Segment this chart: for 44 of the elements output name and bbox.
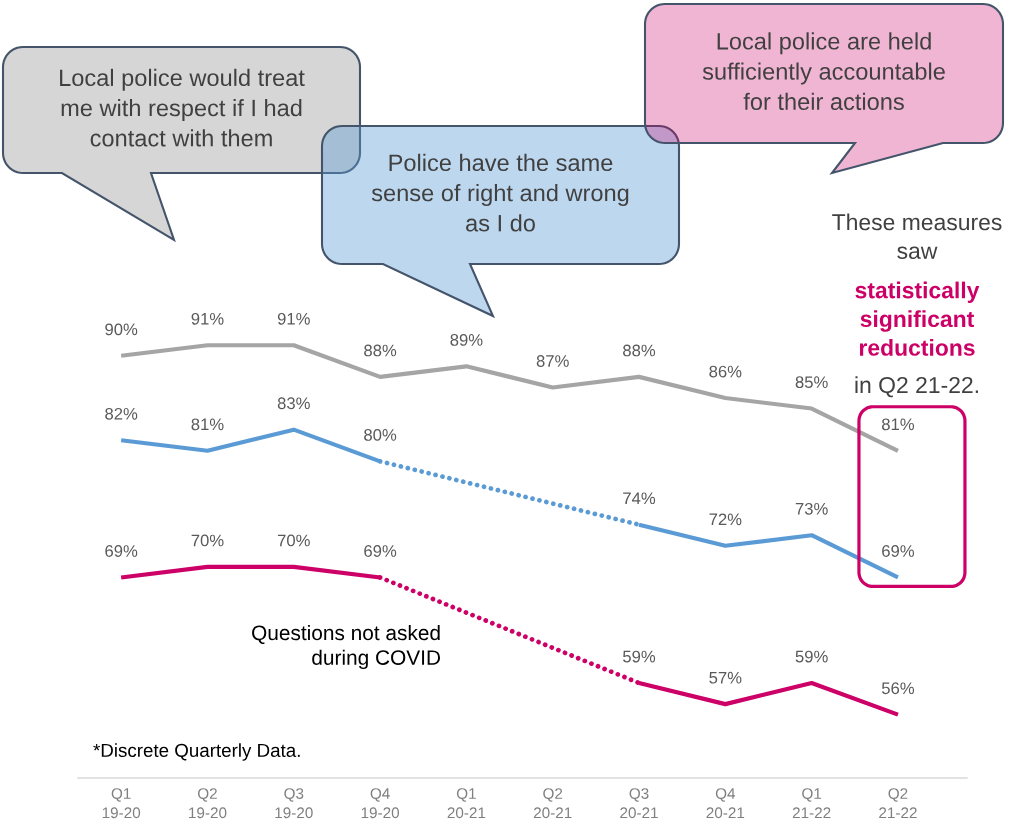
annotation: Questions not asked during COVID [252,624,441,670]
x-tick-label: Q3 19-20 [275,788,313,819]
x-tick-label: Q2 20-21 [533,788,572,819]
data-label: 59% [795,650,828,663]
x-tick-label: Q3 20-21 [620,788,658,819]
annotation: statistically significant reductions [855,281,980,356]
data-label: 85% [795,376,828,389]
data-label: 83% [277,397,310,410]
data-label: 80% [364,429,397,441]
data-label: 91% [191,312,224,325]
text: Police have the same sense of right and wrong as I do [371,153,629,232]
data-label: 87% [536,355,569,367]
x-tick-label: Q4 19-20 [361,788,400,819]
text: These measures saw [832,213,1002,259]
x-tick-label: Q1 19-20 [102,788,141,819]
x-tick-label: Q2 19-20 [189,788,227,819]
data-label: 56% [881,682,915,695]
data-label: 57% [709,671,742,684]
text: Local police would treat me with respect if I had contact with them [60,68,305,147]
data-label: 81% [882,418,915,431]
data-label: 59% [623,650,656,663]
x-tick-label: Q1 20-21 [447,788,486,819]
data-label: 69% [882,545,915,557]
data-label: 88% [364,344,397,357]
data-label: 86% [709,365,742,378]
data-label: 70% [191,534,224,547]
data-label: 72% [709,513,742,526]
text: *Discrete Quarterly Data. [93,743,300,761]
data-label: 74% [623,492,656,505]
text: Local police are held sufficiently accountable for their actions [702,32,945,111]
x-tick-label: Q2 21-22 [879,788,917,819]
data-label: 81% [191,418,224,431]
x-tick-label: Q1 21-22 [792,788,831,819]
data-label: 88% [623,344,656,357]
data-label: 91% [277,312,310,325]
data-label: 90% [105,323,138,336]
x-tick-label: Q4 20-21 [706,788,745,819]
data-label: 82% [105,407,138,420]
data-label: 73% [795,502,828,515]
data-label: 89% [450,334,483,346]
annotation: in Q2 21-22. [855,376,978,398]
data-label: 69% [105,545,138,557]
data-label: 69% [364,545,397,557]
data-label: 70% [277,534,310,547]
